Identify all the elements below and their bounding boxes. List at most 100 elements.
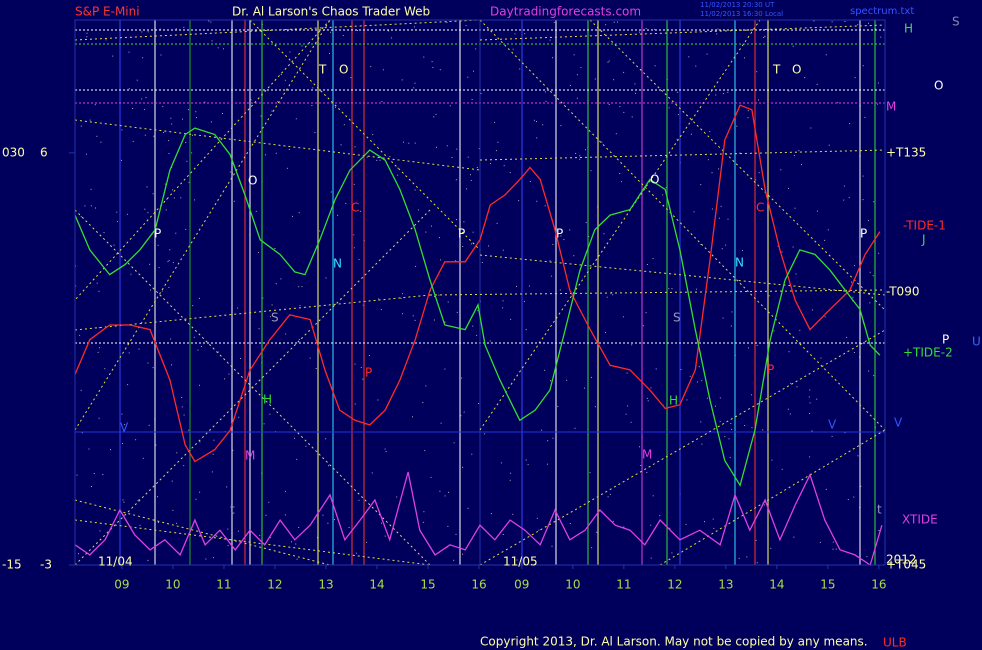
- star: [646, 264, 648, 265]
- star: [536, 517, 538, 519]
- star: [623, 71, 625, 73]
- star: [285, 333, 287, 335]
- star: [816, 210, 818, 212]
- star: [613, 79, 615, 81]
- star: [105, 39, 107, 41]
- star: [211, 471, 213, 473]
- star: [612, 294, 614, 296]
- star: [446, 145, 448, 147]
- star: [639, 31, 640, 33]
- star: [500, 462, 502, 464]
- angle-line: [429, 289, 886, 296]
- star: [237, 530, 239, 532]
- star: [862, 199, 864, 201]
- star: [541, 429, 543, 431]
- star: [330, 31, 332, 33]
- star: [544, 369, 546, 371]
- star: [696, 288, 698, 290]
- star: [350, 77, 352, 79]
- star: [298, 212, 300, 214]
- star: [496, 222, 498, 224]
- star: [569, 523, 571, 524]
- star: [654, 65, 656, 67]
- star: [439, 237, 440, 239]
- angle-line: [74, 499, 331, 566]
- star: [777, 245, 779, 247]
- star: [497, 141, 499, 143]
- star: [414, 26, 415, 28]
- star: [857, 24, 859, 26]
- star: [514, 33, 516, 35]
- star: [275, 152, 277, 154]
- star: [413, 87, 415, 89]
- star: [846, 336, 848, 338]
- star: [715, 94, 717, 96]
- star: [204, 101, 206, 103]
- star: [138, 348, 140, 350]
- star: [153, 135, 155, 137]
- star: [299, 305, 301, 306]
- star: [298, 339, 300, 340]
- star: [549, 39, 551, 41]
- star: [157, 244, 159, 246]
- star: [163, 132, 165, 133]
- level-label: +T045: [886, 558, 926, 572]
- star: [463, 411, 465, 413]
- series-line: [74, 104, 881, 463]
- star: [476, 167, 478, 168]
- star: [78, 553, 79, 555]
- star: [579, 158, 581, 160]
- timestamp: 11/02/2013 20:30 UT: [700, 1, 775, 9]
- star: [181, 406, 183, 408]
- star: [199, 297, 200, 299]
- star: [328, 465, 329, 467]
- annotation: N: [333, 257, 342, 271]
- star: [355, 552, 357, 554]
- star: [222, 113, 223, 114]
- star: [217, 351, 219, 353]
- star: [130, 273, 132, 275]
- star: [327, 522, 329, 524]
- star: [810, 127, 812, 129]
- star: [438, 294, 440, 296]
- star: [75, 285, 77, 287]
- star: [585, 222, 587, 223]
- star: [795, 273, 797, 275]
- star: [149, 263, 151, 265]
- star: [223, 48, 224, 50]
- star: [659, 515, 661, 517]
- star: [112, 55, 114, 57]
- star: [849, 123, 851, 125]
- star: [265, 154, 266, 156]
- star: [284, 514, 286, 516]
- star: [137, 500, 139, 502]
- star: [377, 399, 379, 401]
- star: [390, 37, 392, 39]
- star: [698, 366, 700, 368]
- star: [824, 239, 826, 241]
- star: [136, 79, 138, 81]
- star: [100, 141, 102, 143]
- star: [389, 156, 391, 158]
- star: [516, 559, 518, 561]
- star: [161, 290, 163, 292]
- star: [804, 77, 806, 79]
- star: [295, 118, 297, 120]
- annotation: T: [318, 63, 327, 77]
- star: [470, 180, 472, 181]
- star: [837, 102, 839, 104]
- star: [379, 159, 381, 161]
- x-tick-label: 15: [420, 578, 435, 592]
- star: [296, 458, 298, 460]
- star: [611, 291, 613, 293]
- star: [700, 184, 702, 186]
- star: [584, 387, 585, 389]
- star: [756, 71, 758, 73]
- series-line: [74, 127, 881, 487]
- star: [291, 541, 292, 543]
- annotation: H: [669, 394, 678, 408]
- angle-line: [74, 119, 481, 171]
- star: [676, 91, 678, 93]
- star: [799, 329, 801, 331]
- star: [591, 547, 593, 549]
